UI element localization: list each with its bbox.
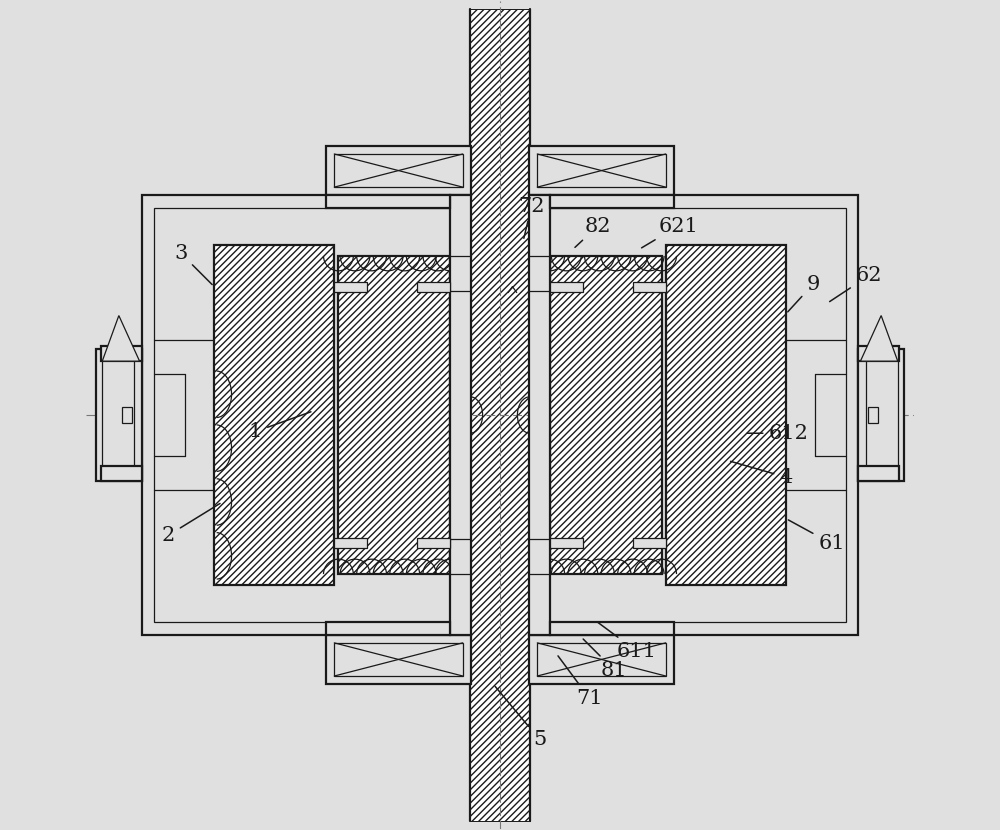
Polygon shape [470, 9, 530, 821]
Bar [334, 154, 463, 187]
Bar [154, 208, 467, 622]
Text: 9: 9 [788, 275, 820, 312]
Bar [858, 346, 899, 361]
Text: 61: 61 [788, 520, 845, 553]
Bar [326, 635, 471, 684]
Bar [858, 349, 904, 481]
Bar [550, 538, 583, 548]
Polygon shape [214, 245, 334, 585]
Bar [334, 643, 463, 676]
Text: 611: 611 [598, 622, 657, 661]
Bar [96, 349, 142, 481]
Bar [550, 195, 674, 208]
Bar [417, 282, 450, 292]
Bar [326, 195, 450, 208]
Bar [529, 146, 674, 195]
Bar [122, 407, 132, 423]
Bar [633, 282, 666, 292]
Polygon shape [550, 256, 662, 574]
Bar [533, 195, 858, 635]
Bar [550, 622, 674, 635]
Text: 2: 2 [162, 504, 220, 544]
Bar [858, 466, 899, 481]
Bar [533, 208, 846, 622]
Text: 612: 612 [747, 424, 808, 442]
Polygon shape [666, 245, 786, 585]
Text: 5: 5 [495, 686, 546, 749]
Bar [868, 407, 878, 423]
Bar [666, 245, 786, 585]
Bar [529, 635, 674, 684]
Polygon shape [338, 256, 450, 574]
Text: 62: 62 [830, 266, 882, 301]
Bar [142, 195, 467, 635]
Text: 621: 621 [642, 217, 698, 248]
Bar [417, 538, 450, 548]
Text: 71: 71 [558, 656, 603, 708]
Bar [338, 256, 450, 574]
Text: 1: 1 [249, 412, 311, 441]
Polygon shape [860, 315, 898, 361]
Bar [101, 346, 142, 361]
Polygon shape [102, 315, 140, 361]
Text: 3: 3 [174, 244, 212, 285]
Bar [102, 357, 134, 473]
Bar [633, 538, 666, 548]
Bar [550, 256, 662, 574]
Bar [334, 282, 367, 292]
Text: 4: 4 [731, 461, 792, 486]
Bar [529, 195, 550, 635]
Bar [537, 643, 666, 676]
Text: 81: 81 [583, 639, 628, 680]
Bar [101, 466, 142, 481]
Bar [214, 245, 334, 585]
Bar [550, 282, 583, 292]
Bar [334, 538, 367, 548]
Bar [326, 622, 450, 635]
Bar [537, 154, 666, 187]
Bar [450, 195, 471, 635]
Bar [326, 146, 471, 195]
Text: 72: 72 [518, 197, 545, 238]
Bar [866, 357, 898, 473]
Text: 82: 82 [575, 217, 611, 247]
